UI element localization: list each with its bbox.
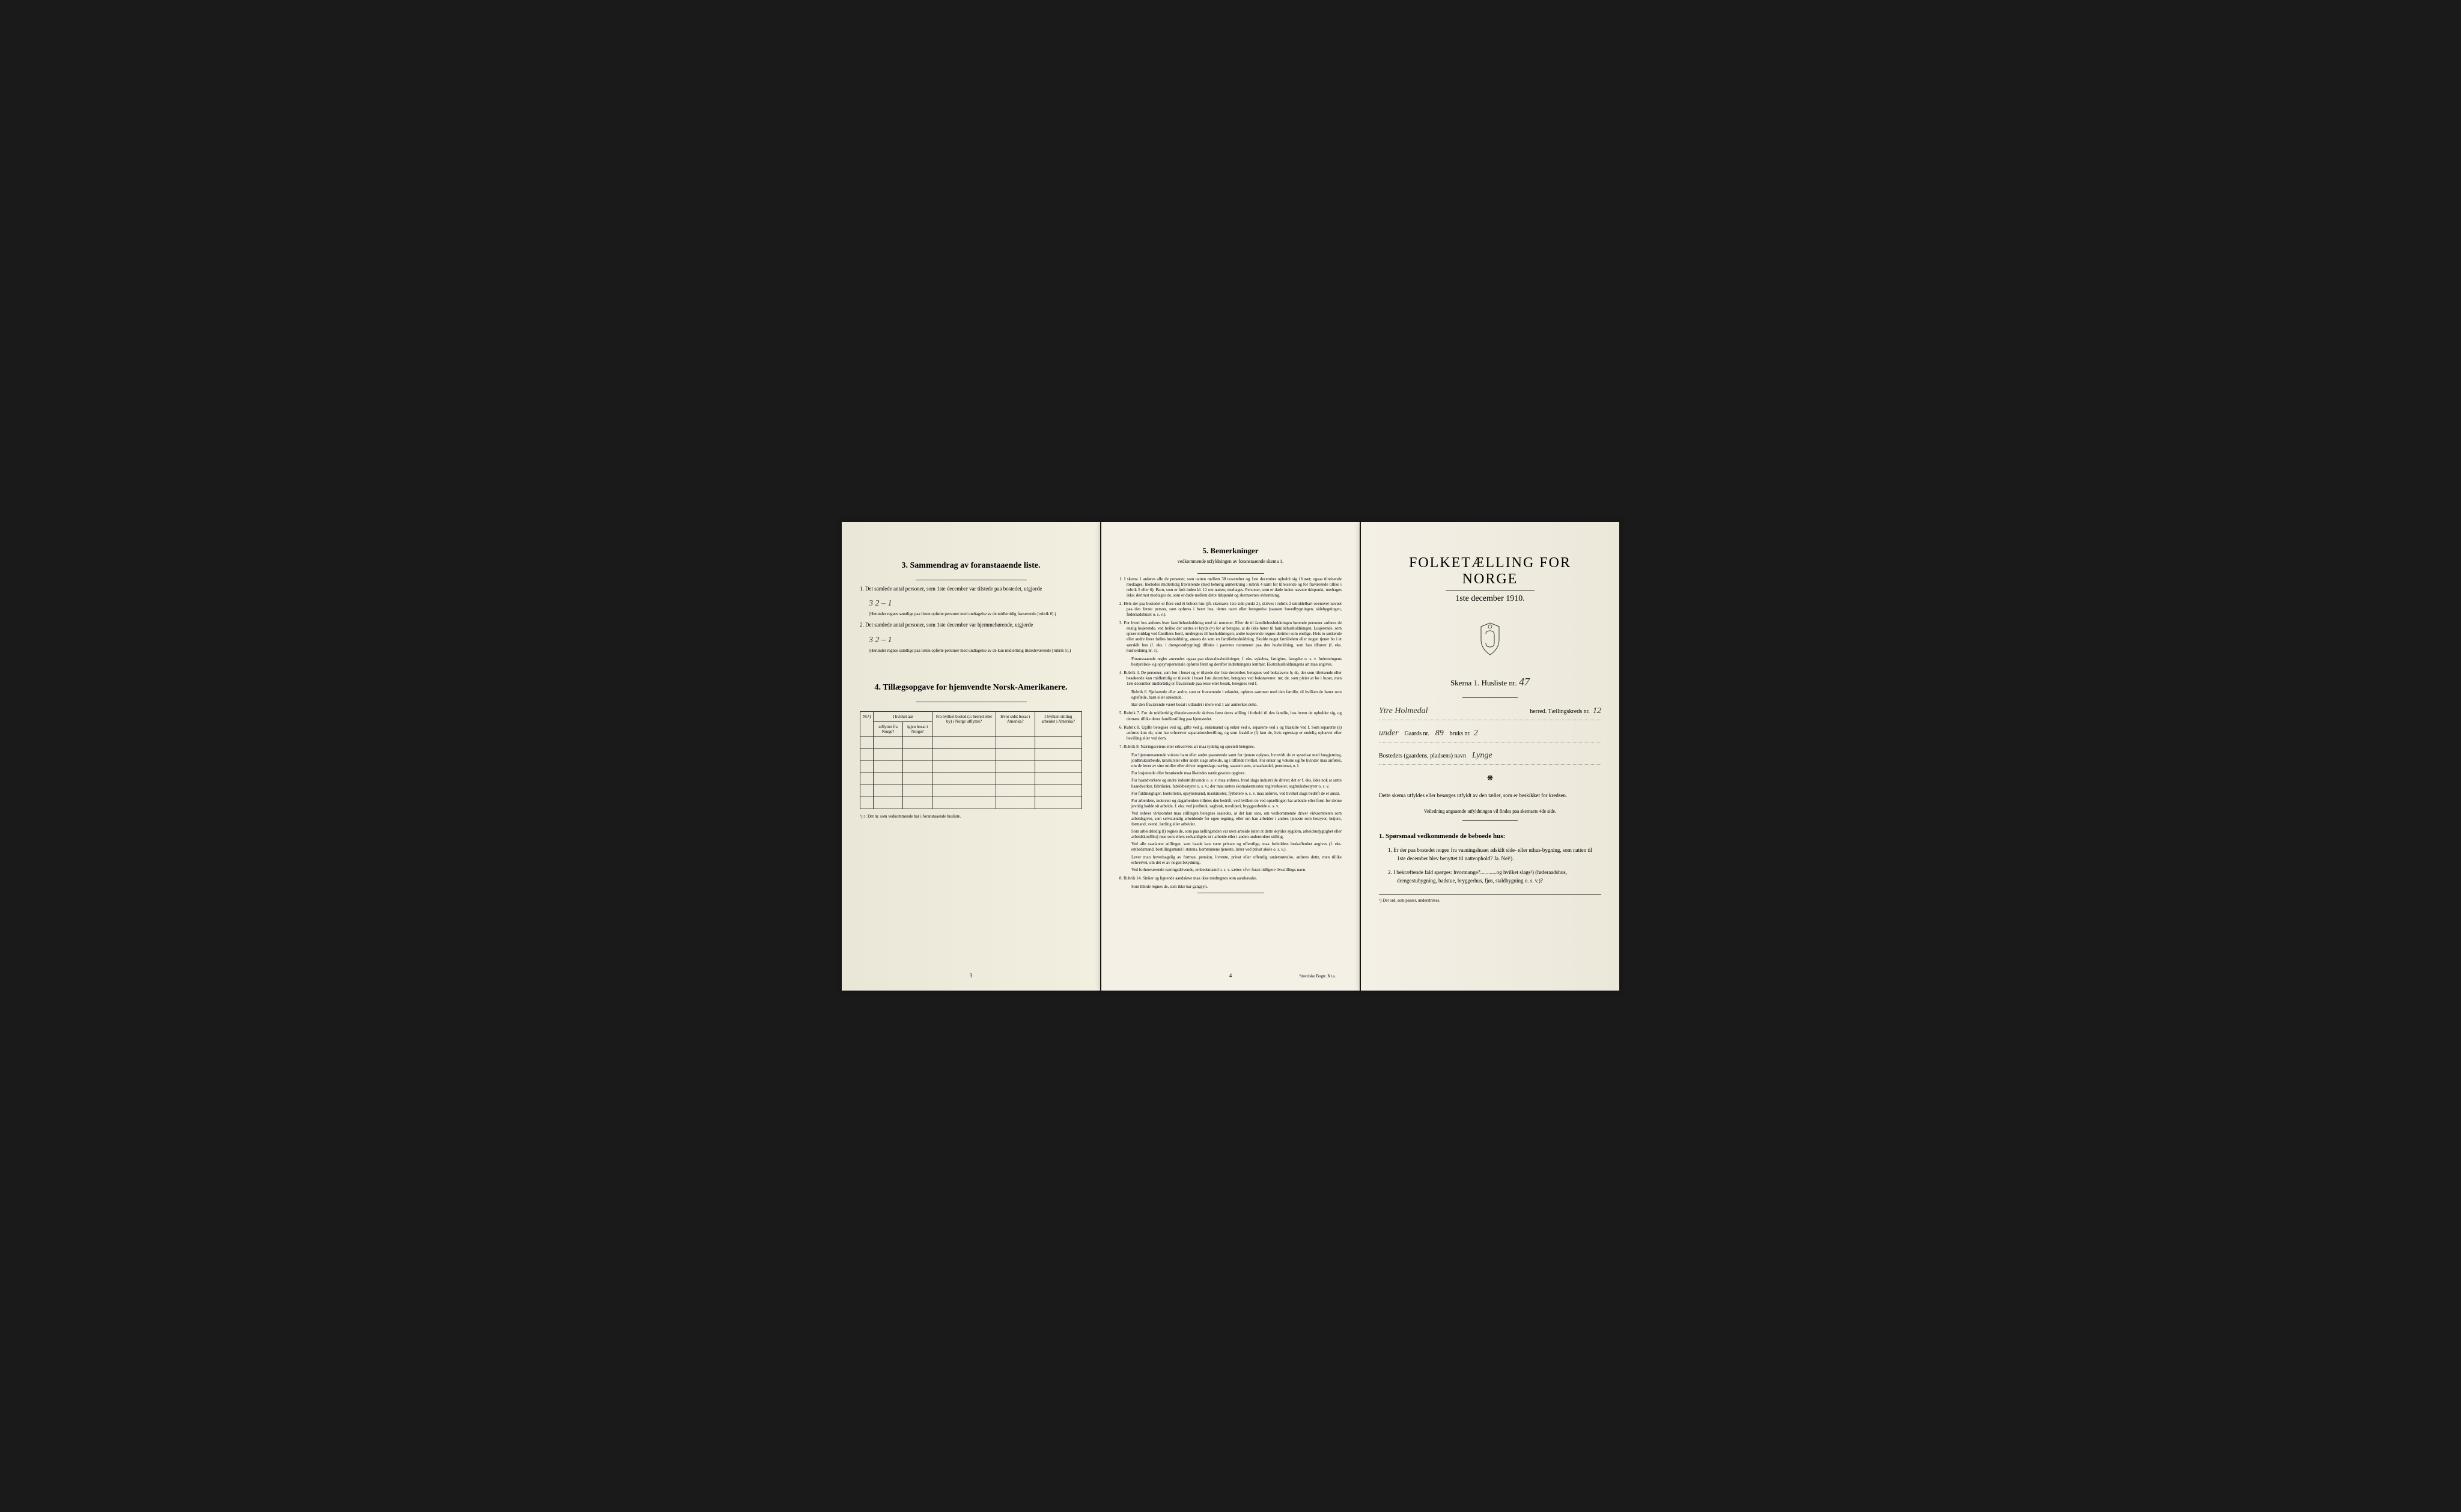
skema-line: Skema 1. Husliste nr. 47 xyxy=(1379,676,1601,688)
main-title: FOLKETÆLLING FOR NORGE xyxy=(1379,555,1601,587)
kreds-nr: 12 xyxy=(1593,703,1601,720)
th-utflyttet: utflyttet fra Norge? xyxy=(874,721,903,736)
question-1: 1. Er der paa bostedet nogen fra vaaning… xyxy=(1388,846,1601,863)
bem-7j: Lever man hovedsagelig av formue, pensio… xyxy=(1119,855,1342,866)
th-amerika: Hvor sidst bosat i Amerika? xyxy=(996,711,1035,736)
bem-7i: Ved alle saadanne stillinger, som baade … xyxy=(1119,842,1342,852)
page-left: 3. Sammendrag av foranstaaende liste. 1.… xyxy=(842,522,1100,991)
date-line: 1ste december 1910. xyxy=(1379,594,1601,604)
bem-5: 5. Rubrik 7. For de midlertidig tilstede… xyxy=(1119,711,1342,721)
th-bosted: Fra hvilket bosted (ɔ: herred eller by) … xyxy=(932,711,996,736)
bem-7h: Som arbeidsledig (l) regnes de, som paa … xyxy=(1119,829,1342,840)
husliste-nr: 47 xyxy=(1519,676,1530,688)
divider xyxy=(1462,820,1518,821)
bem-6: 6. Rubrik 8. Ugifte betegnes ved ug, gif… xyxy=(1119,725,1342,741)
section-4-title: 4. Tillægsopgave for hjemvendte Norsk-Am… xyxy=(860,683,1082,693)
table-footnote: ¹) ɔ: Det nr. som vedkommende har i fora… xyxy=(860,814,1082,819)
bem-2: 2. Hvis der paa bostedet er flere end ét… xyxy=(1119,601,1342,618)
bosted-label: Bostedets (gaardens, pladsens) navn xyxy=(1379,750,1466,762)
section-5-title: 5. Bemerkninger xyxy=(1119,546,1342,556)
item-1-handwritten: 3 2 – 1 xyxy=(869,599,892,608)
th-bosat: igjen bosat i Norge? xyxy=(902,721,932,736)
footnote: ¹) Det ord, som passer, understrekes. xyxy=(1379,894,1601,903)
herred-name: Ytre Holmedal xyxy=(1379,703,1530,720)
bem-7k: Ved forhenværende næringsdrivende, embed… xyxy=(1119,867,1342,873)
item-1-value-line: 3 2 – 1 xyxy=(860,598,1082,609)
bem-1: 1. I skema 1 anføres alle de personer, s… xyxy=(1119,577,1342,598)
bem-7c: For losjerende eller besøkende maa likel… xyxy=(1119,771,1342,776)
bem-4: 4. Rubrik 4. De personer, som bor i huse… xyxy=(1119,670,1342,687)
amerikanere-table: Nr.¹) I hvilket aar Fra hvilket bosted (… xyxy=(860,711,1082,809)
item-2-value-line: 3 2 – 1 xyxy=(860,634,1082,645)
gaards-nr: 89 xyxy=(1435,725,1444,742)
bosted-name: Lynge xyxy=(1472,747,1601,764)
page-number: 4 xyxy=(1229,973,1232,979)
bem-7d: For haandverkere og andre industridriven… xyxy=(1119,778,1342,789)
coat-of-arms xyxy=(1379,622,1601,661)
item-2-note: (Herunder regnes samtlige paa listen opf… xyxy=(860,648,1082,653)
section-5-subtitle: vedkommende utfyldningen av foranstaaend… xyxy=(1119,559,1342,564)
bem-4b: Rubrik 6. Sjøfarende eller andre, som er… xyxy=(1119,690,1342,700)
table-row xyxy=(860,785,1082,797)
bruks-nr: 2 xyxy=(1474,725,1478,742)
table-row xyxy=(860,761,1082,773)
item-2: 2. Det samlede antal personer, som 1ste … xyxy=(860,621,1082,630)
intro-text: Dette skema utfyldes eller besørges utfy… xyxy=(1379,792,1601,800)
th-aar: I hvilket aar xyxy=(874,711,932,721)
th-stilling: I hvilken stilling arbeidet i Amerika? xyxy=(1035,711,1081,736)
item-1-text: 1. Det samlede antal personer, som 1ste … xyxy=(860,586,1042,592)
bem-7f: For arbeidere, inderster og dagarbeidere… xyxy=(1119,798,1342,809)
table-row xyxy=(860,736,1082,748)
ornament: ❋ xyxy=(1379,774,1601,783)
item-1: 1. Det samlede antal personer, som 1ste … xyxy=(860,585,1082,594)
bosted-line: Bostedets (gaardens, pladsens) navn Lyng… xyxy=(1379,747,1601,765)
page-right: FOLKETÆLLING FOR NORGE 1ste december 191… xyxy=(1361,522,1619,991)
bem-7e: For fuldmægtiger, kontorister, opsynsmæn… xyxy=(1119,791,1342,797)
bem-3: 3. For hvert hus anføres hver familiehus… xyxy=(1119,621,1342,654)
item-1-note: (Herunder regnes samtlige paa listen opf… xyxy=(860,612,1082,616)
table-container: Nr.¹) I hvilket aar Fra hvilket bosted (… xyxy=(860,711,1082,809)
herred-label: herred. Tællingskreds nr. xyxy=(1530,706,1590,718)
bem-7g: Ved enhver virksomhet maa stillingen bet… xyxy=(1119,811,1342,827)
table-row xyxy=(860,773,1082,785)
th-nr: Nr.¹) xyxy=(860,711,874,736)
bem-7b: For hjemmeværende voksne barn eller andr… xyxy=(1119,753,1342,769)
table-row xyxy=(860,797,1082,809)
herred-line: Ytre Holmedal herred. Tællingskreds nr. … xyxy=(1379,703,1601,720)
divider xyxy=(1197,573,1264,574)
crest-icon xyxy=(1475,622,1505,658)
bem-8: 8. Rubrik 14. Sinker og lignende aandslø… xyxy=(1119,876,1342,881)
page-number: 3 xyxy=(970,973,973,979)
page-middle: 5. Bemerkninger vedkommende utfyldningen… xyxy=(1101,522,1360,991)
table-row xyxy=(860,748,1082,761)
bem-3b: Foranstaaende regler anvendes ogsaa paa … xyxy=(1119,657,1342,667)
section-3-title: 3. Sammendrag av foranstaaende liste. xyxy=(860,561,1082,571)
gaards-line: under Gaards nr. 89 bruks nr. 2 xyxy=(1379,725,1601,742)
bem-8b: Som blinde regnes de, som ikke har gangs… xyxy=(1119,884,1342,890)
item-2-handwritten: 3 2 – 1 xyxy=(869,636,892,645)
gaards-label: Gaards nr. xyxy=(1405,728,1429,740)
instruction-text: Veiledning angaaende utfyldningen vil fi… xyxy=(1379,809,1601,814)
item-2-text: 2. Det samlede antal personer, som 1ste … xyxy=(860,622,1033,628)
printer-credit: Steen'ske Bogtr. Kr.a. xyxy=(1299,974,1336,979)
question-2: 2. I bekræftende fald spørges: hvormange… xyxy=(1388,868,1601,885)
gaards-prefix: under xyxy=(1379,725,1399,742)
question-header: 1. Spørsmaal vedkommende de beboede hus: xyxy=(1379,833,1601,840)
divider xyxy=(1462,697,1518,698)
bruks-label: bruks nr. xyxy=(1450,728,1471,740)
bem-7: 7. Rubrik 9. Næringsveiens eller erhverv… xyxy=(1119,744,1342,750)
bem-4c: Har den fraværende været bosat i utlande… xyxy=(1119,702,1342,708)
document-container: 3. Sammendrag av foranstaaende liste. 1.… xyxy=(818,498,1643,1015)
skema-label: Skema 1. Husliste nr. xyxy=(1450,678,1517,687)
